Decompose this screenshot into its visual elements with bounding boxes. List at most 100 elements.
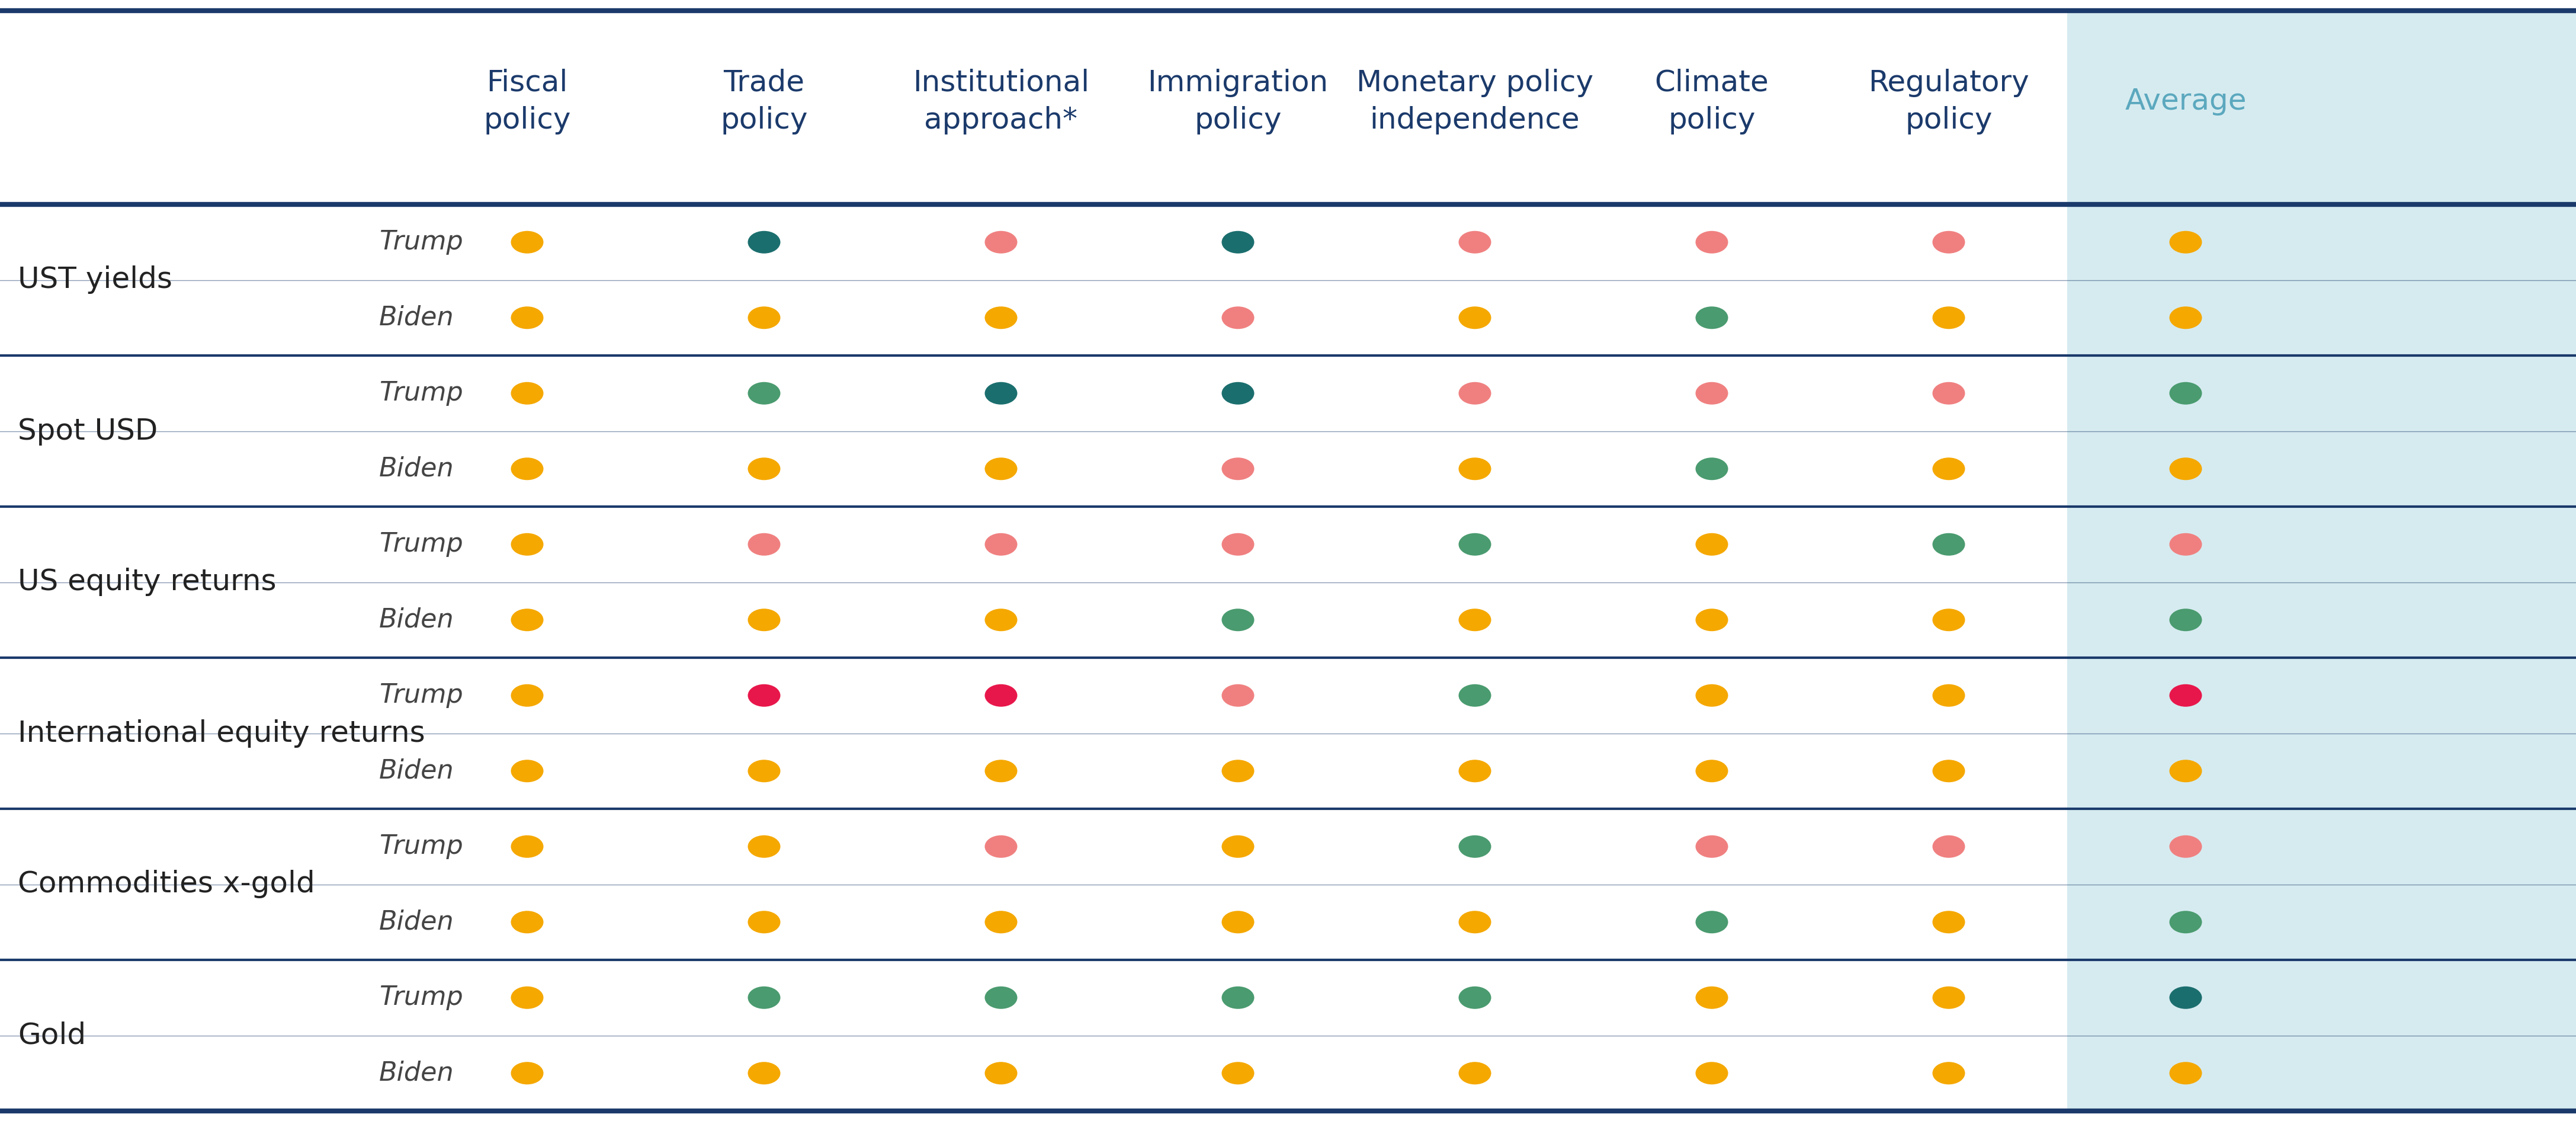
Ellipse shape	[1932, 230, 1965, 253]
Ellipse shape	[510, 457, 544, 480]
Ellipse shape	[1932, 609, 1965, 632]
Ellipse shape	[1458, 533, 1492, 555]
Text: Spot USD: Spot USD	[18, 417, 157, 445]
Text: Commodities x-gold: Commodities x-gold	[18, 870, 314, 898]
Ellipse shape	[1695, 457, 1728, 480]
Ellipse shape	[510, 685, 544, 707]
Ellipse shape	[747, 230, 781, 253]
Text: Biden: Biden	[379, 305, 453, 330]
Ellipse shape	[984, 533, 1018, 555]
Ellipse shape	[1458, 609, 1492, 632]
Text: Fiscal
policy: Fiscal policy	[484, 69, 572, 135]
Ellipse shape	[2169, 230, 2202, 253]
Ellipse shape	[1695, 533, 1728, 555]
Text: Trump: Trump	[379, 381, 464, 406]
Ellipse shape	[1221, 382, 1255, 405]
Text: Biden: Biden	[379, 607, 453, 633]
Ellipse shape	[1221, 685, 1255, 707]
Ellipse shape	[747, 307, 781, 329]
Text: US equity returns: US equity returns	[18, 568, 276, 597]
Text: Biden: Biden	[379, 456, 453, 481]
Ellipse shape	[2169, 307, 2202, 329]
Ellipse shape	[1932, 457, 1965, 480]
Ellipse shape	[510, 760, 544, 782]
Ellipse shape	[2169, 457, 2202, 480]
Ellipse shape	[1458, 382, 1492, 405]
Ellipse shape	[2169, 910, 2202, 933]
Ellipse shape	[2169, 609, 2202, 632]
Text: Biden: Biden	[379, 909, 453, 935]
Ellipse shape	[2169, 835, 2202, 858]
Ellipse shape	[1458, 835, 1492, 858]
Text: Average: Average	[2125, 88, 2246, 116]
Ellipse shape	[2169, 1062, 2202, 1085]
Ellipse shape	[1221, 835, 1255, 858]
Ellipse shape	[2169, 987, 2202, 1009]
Ellipse shape	[2169, 760, 2202, 782]
Ellipse shape	[984, 457, 1018, 480]
Ellipse shape	[1695, 685, 1728, 707]
Ellipse shape	[1458, 685, 1492, 707]
Ellipse shape	[984, 609, 1018, 632]
Ellipse shape	[747, 987, 781, 1009]
Ellipse shape	[984, 910, 1018, 933]
Ellipse shape	[984, 1062, 1018, 1085]
Ellipse shape	[1695, 307, 1728, 329]
Text: Trump: Trump	[379, 834, 464, 859]
Ellipse shape	[510, 382, 544, 405]
Ellipse shape	[1221, 533, 1255, 555]
Ellipse shape	[747, 910, 781, 933]
Ellipse shape	[747, 1062, 781, 1085]
Ellipse shape	[984, 685, 1018, 707]
Ellipse shape	[1221, 987, 1255, 1009]
Ellipse shape	[1458, 307, 1492, 329]
Ellipse shape	[1221, 760, 1255, 782]
Text: Trade
policy: Trade policy	[721, 69, 809, 135]
Ellipse shape	[2169, 685, 2202, 707]
Ellipse shape	[1695, 230, 1728, 253]
Ellipse shape	[747, 760, 781, 782]
Ellipse shape	[1458, 1062, 1492, 1085]
Ellipse shape	[1221, 457, 1255, 480]
Ellipse shape	[1458, 457, 1492, 480]
Ellipse shape	[1221, 230, 1255, 253]
Ellipse shape	[1458, 987, 1492, 1009]
Ellipse shape	[510, 533, 544, 555]
Text: Regulatory
policy: Regulatory policy	[1868, 69, 2030, 135]
Ellipse shape	[747, 609, 781, 632]
Text: Biden: Biden	[379, 759, 453, 783]
Ellipse shape	[1695, 760, 1728, 782]
Ellipse shape	[510, 1062, 544, 1085]
Ellipse shape	[984, 382, 1018, 405]
Ellipse shape	[510, 230, 544, 253]
Ellipse shape	[984, 760, 1018, 782]
Ellipse shape	[2169, 533, 2202, 555]
Ellipse shape	[1695, 1062, 1728, 1085]
Text: Institutional
approach*: Institutional approach*	[912, 69, 1090, 135]
Ellipse shape	[984, 835, 1018, 858]
Text: Immigration
policy: Immigration policy	[1146, 69, 1329, 135]
Ellipse shape	[1932, 987, 1965, 1009]
Text: Gold: Gold	[18, 1022, 85, 1050]
Text: Monetary policy
independence: Monetary policy independence	[1358, 69, 1595, 135]
Ellipse shape	[1932, 910, 1965, 933]
Ellipse shape	[510, 609, 544, 632]
Ellipse shape	[747, 835, 781, 858]
Ellipse shape	[984, 230, 1018, 253]
Text: Biden: Biden	[379, 1060, 453, 1086]
Ellipse shape	[1932, 760, 1965, 782]
Ellipse shape	[510, 987, 544, 1009]
Ellipse shape	[984, 307, 1018, 329]
Ellipse shape	[510, 835, 544, 858]
Ellipse shape	[1221, 609, 1255, 632]
Text: International equity returns: International equity returns	[18, 719, 425, 747]
Ellipse shape	[1932, 835, 1965, 858]
FancyBboxPatch shape	[2066, 10, 2576, 1111]
Ellipse shape	[1458, 760, 1492, 782]
Text: Trump: Trump	[379, 229, 464, 255]
Ellipse shape	[1695, 910, 1728, 933]
Ellipse shape	[1932, 307, 1965, 329]
Ellipse shape	[1221, 1062, 1255, 1085]
Ellipse shape	[1695, 609, 1728, 632]
Ellipse shape	[747, 685, 781, 707]
